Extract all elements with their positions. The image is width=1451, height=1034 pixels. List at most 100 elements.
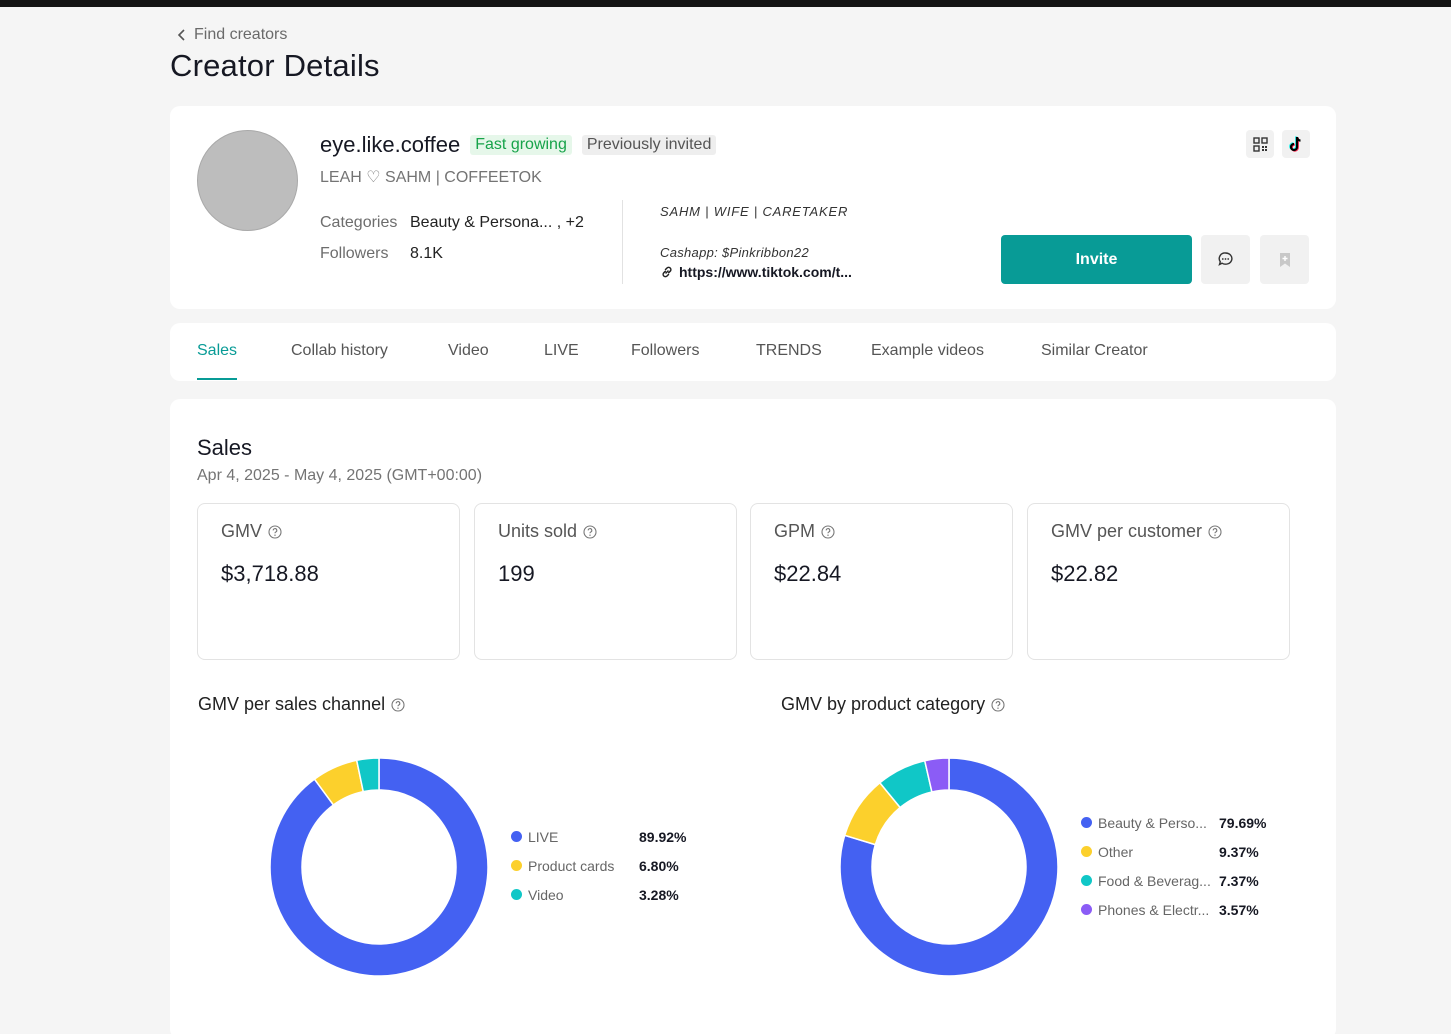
message-icon	[1218, 252, 1233, 266]
previously-invited-badge: Previously invited	[581, 135, 717, 155]
metric-label: Units sold	[498, 521, 578, 541]
legend-swatch	[1081, 846, 1092, 857]
creator-profile-card: eye.like.coffee Fast growing Previously …	[170, 106, 1336, 309]
categories-label: Categories	[320, 214, 398, 231]
legend-label: Food & Beverag...	[1098, 872, 1211, 889]
chart-title-text: GMV per sales channel	[198, 694, 386, 714]
legend-value: 7.37%	[1219, 872, 1259, 889]
legend-item[interactable]: Food & Beverag... 7.37%	[1081, 866, 1266, 895]
back-link-label: Find creators	[194, 26, 288, 43]
legend-swatch	[511, 831, 522, 842]
categories-row: Categories Beauty & Persona... , +2	[320, 214, 584, 232]
back-link[interactable]: Find creators	[176, 26, 287, 44]
followers-label: Followers	[320, 245, 389, 262]
help-icon[interactable]	[1208, 524, 1222, 539]
help-icon[interactable]	[821, 524, 835, 539]
sales-section: Sales Apr 4, 2025 - May 4, 2025 (GMT+00:…	[170, 399, 1336, 1034]
tiktok-icon	[1289, 135, 1301, 152]
qr-code-button[interactable]	[1246, 130, 1274, 158]
legend-label: LIVE	[528, 828, 559, 845]
help-icon[interactable]	[268, 524, 282, 539]
invite-button[interactable]: Invite	[1001, 235, 1192, 284]
legend-value: 6.80%	[639, 857, 679, 874]
active-tab-indicator	[197, 378, 237, 380]
chart-title-text: GMV by product category	[781, 694, 986, 714]
legend-item[interactable]: Product cards 6.80%	[511, 851, 686, 880]
legend-label: Beauty & Perso...	[1098, 814, 1207, 831]
donut-slice-beauty-perso[interactable]	[839, 757, 1059, 977]
tab-bar: Sales Collab history Video LIVE Follower…	[170, 323, 1336, 381]
avatar	[197, 130, 298, 231]
donut-chart-product-category	[839, 757, 1059, 977]
legend-product-category: Beauty & Perso... 79.69% Other 9.37% Food & …	[1081, 808, 1266, 924]
bio-line-2: Cashapp: $Pinkribbon22	[660, 245, 809, 260]
metric-value: $22.82	[1051, 561, 1119, 586]
handle-row: eye.like.coffee Fast growing Previously …	[320, 132, 717, 158]
tab-collab-history[interactable]: Collab history	[291, 342, 388, 359]
donut-slice-phones-electr[interactable]	[923, 757, 950, 793]
legend-swatch	[1081, 875, 1092, 886]
fast-growing-badge: Fast growing	[470, 135, 572, 155]
bookmark-icon	[1279, 252, 1290, 267]
legend-item[interactable]: Video 3.28%	[511, 880, 686, 909]
tiktok-profile-button[interactable]	[1282, 130, 1310, 158]
legend-value: 89.92%	[639, 828, 687, 845]
metric-label: GMV per customer	[1051, 521, 1203, 541]
metric-card-gpm: GPM $22.84	[750, 503, 1013, 660]
creator-handle: eye.like.coffee	[320, 132, 461, 157]
metric-value: $3,718.88	[221, 561, 319, 586]
legend-item[interactable]: Phones & Electr... 3.57%	[1081, 895, 1266, 924]
legend-item[interactable]: Other 9.37%	[1081, 837, 1266, 866]
followers-value: 8.1K	[410, 245, 443, 262]
tab-example-videos[interactable]: Example videos	[871, 342, 984, 359]
bookmark-button[interactable]	[1260, 235, 1309, 284]
metric-label: GMV	[221, 521, 263, 541]
profile-divider	[622, 200, 623, 284]
sales-title: Sales	[197, 435, 253, 460]
tab-trends[interactable]: TRENDS	[756, 342, 822, 359]
tab-video[interactable]: Video	[448, 342, 489, 359]
legend-value: 79.69%	[1219, 814, 1267, 831]
donut-slice-live[interactable]	[269, 757, 489, 977]
metric-card-gmv: GMV $3,718.88	[197, 503, 460, 660]
legend-swatch	[511, 860, 522, 871]
chart-title-product-category: GMV by product category	[781, 694, 1005, 715]
tab-similar-creator[interactable]: Similar Creator	[1041, 342, 1148, 359]
legend-value: 3.28%	[639, 886, 679, 903]
help-icon[interactable]	[583, 524, 597, 539]
sales-date-range: Apr 4, 2025 - May 4, 2025 (GMT+00:00)	[197, 467, 483, 484]
categories-value[interactable]: Beauty & Persona... , +2	[410, 214, 584, 231]
tab-followers[interactable]: Followers	[631, 342, 700, 359]
bio-line-1: SAHM | WIFE | CARETAKER	[660, 204, 849, 219]
link-icon	[662, 266, 672, 278]
legend-value: 9.37%	[1219, 843, 1259, 860]
legend-swatch	[1081, 904, 1092, 915]
legend-label: Other	[1098, 843, 1134, 860]
chart-title-sales-channel: GMV per sales channel	[198, 694, 405, 715]
chevron-left-icon	[177, 29, 185, 41]
tab-live[interactable]: LIVE	[544, 342, 579, 359]
tab-sales[interactable]: Sales	[197, 342, 238, 359]
legend-item[interactable]: Beauty & Perso... 79.69%	[1081, 808, 1266, 837]
help-icon[interactable]	[991, 697, 1005, 712]
window-top-bar	[0, 0, 1451, 7]
legend-swatch	[511, 889, 522, 900]
message-button[interactable]	[1201, 235, 1250, 284]
legend-sales-channel: LIVE 89.92% Product cards 6.80% Video 3.28%	[511, 822, 686, 909]
help-icon[interactable]	[391, 697, 405, 712]
metric-label: GPM	[774, 521, 816, 541]
legend-label: Phones & Electr...	[1098, 901, 1210, 918]
followers-row: Followers 8.1K	[320, 245, 443, 263]
legend-value: 3.57%	[1219, 901, 1259, 918]
metric-value: $22.84	[774, 561, 842, 586]
metric-value: 199	[498, 561, 535, 586]
profile-link-text: https://www.tiktok.com/t...	[679, 264, 852, 280]
donut-slice-video[interactable]	[355, 757, 380, 793]
profile-link[interactable]: https://www.tiktok.com/t...	[660, 264, 852, 280]
creator-nickname: LEAH ♡ SAHM | COFFEETOK	[320, 169, 542, 186]
metric-card-units-sold: Units sold 199	[474, 503, 737, 660]
donut-chart-sales-channel	[269, 757, 489, 977]
legend-swatch	[1081, 817, 1092, 828]
legend-item[interactable]: LIVE 89.92%	[511, 822, 686, 851]
legend-label: Product cards	[528, 857, 615, 874]
